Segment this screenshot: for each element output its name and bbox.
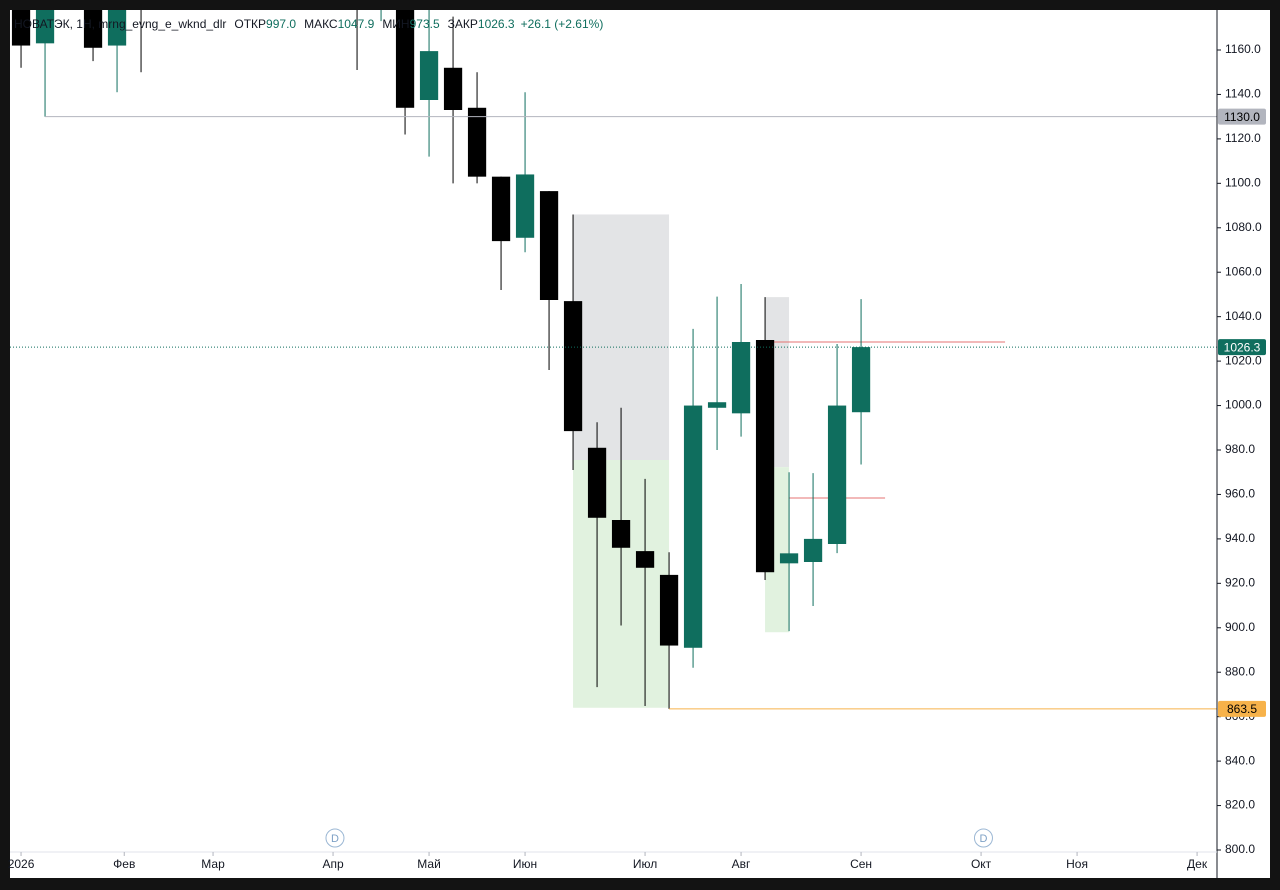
price-label-box	[1218, 339, 1266, 356]
candle-body	[755, 340, 775, 573]
x-tick-label: Фев	[113, 857, 135, 871]
candle-body	[107, 10, 127, 46]
y-tick-label: 840.0	[1225, 753, 1255, 767]
legend-value: 1047.9	[338, 17, 375, 31]
event-label: D	[979, 833, 987, 845]
legend: НОВАТЭК, 1Н, mrng_evng_e_wknd_dlr ОТКР997…	[14, 17, 603, 31]
price-label-box	[1218, 700, 1266, 717]
x-tick-label: Сен	[850, 857, 872, 871]
event-marker	[973, 828, 993, 848]
price-label: 1130.0	[1224, 110, 1260, 124]
x-tick-label: Июн	[513, 857, 537, 871]
y-tick-label: 820.0	[1225, 798, 1255, 812]
price-label: 863.5	[1227, 702, 1257, 716]
event-label: D	[331, 833, 339, 845]
x-tick-label: Мар	[201, 857, 225, 871]
legend-title: НОВАТЭК, 1Н, mrng_evng_e_wknd_dlr	[14, 17, 226, 31]
x-tick-label: Ноя	[1066, 857, 1088, 871]
candle-body	[419, 51, 439, 100]
y-tick-label: 1020.0	[1225, 353, 1262, 367]
candle-body	[707, 402, 727, 408]
legend-key: ЗАКР	[448, 17, 478, 31]
x-tick-label: Окт	[971, 857, 992, 871]
legend-value: 973.5	[410, 17, 440, 31]
candle-body	[563, 301, 583, 432]
candle-body	[443, 67, 463, 110]
y-tick-label: 880.0	[1225, 664, 1255, 678]
candle-body	[11, 10, 31, 46]
y-tick-label: 1040.0	[1225, 309, 1262, 323]
x-tick-label: Апр	[322, 857, 344, 871]
candle-body	[35, 10, 55, 44]
legend-key: МИН	[382, 17, 409, 31]
candle-body	[851, 347, 871, 413]
candle-body	[803, 538, 823, 562]
legend-key: МАКС	[304, 17, 338, 31]
axes: 800.0820.0840.0860.0880.0900.0920.0940.0…	[8, 42, 1266, 871]
candle-body	[587, 447, 607, 518]
x-tick-label: Дек	[1187, 857, 1208, 871]
candle-body	[659, 574, 679, 646]
y-tick-label: 920.0	[1225, 576, 1255, 590]
y-tick-label: 940.0	[1225, 531, 1255, 545]
candle-body	[731, 342, 751, 414]
y-tick-label: 800.0	[1225, 842, 1255, 856]
y-tick-label: 1120.0	[1225, 131, 1261, 145]
y-tick-label: 1000.0	[1225, 398, 1262, 412]
y-tick-label: 1140.0	[1225, 87, 1261, 101]
candle-body	[683, 405, 703, 648]
candle-body	[779, 553, 799, 564]
x-tick-label: 2026	[8, 857, 35, 871]
price-label: 1026.3	[1224, 340, 1261, 354]
y-tick-label: 1160.0	[1225, 42, 1261, 56]
candle-body	[83, 10, 103, 48]
candle-body	[611, 520, 631, 548]
legend-value: 997.0	[266, 17, 296, 31]
price-label-box	[1218, 108, 1266, 125]
legend-key: ОТКР	[234, 17, 266, 31]
legend-value: 1026.3	[478, 17, 515, 31]
x-tick-label: Авг	[732, 857, 751, 871]
legend-change: +26.1 (+2.61%)	[521, 17, 604, 31]
candle-body	[515, 174, 535, 238]
candle-body	[635, 551, 655, 568]
y-tick-label: 980.0	[1225, 442, 1255, 456]
candle-body	[827, 405, 847, 544]
x-tick-label: Май	[417, 857, 441, 871]
candle-body	[539, 191, 559, 300]
candle-body	[395, 10, 415, 108]
candle-body	[467, 107, 487, 177]
y-tick-label: 960.0	[1225, 487, 1255, 501]
y-tick-label: 1080.0	[1225, 220, 1262, 234]
y-tick-label: 1100.0	[1225, 176, 1261, 190]
y-tick-label: 900.0	[1225, 620, 1255, 634]
x-tick-label: Июл	[633, 857, 657, 871]
y-tick-label: 1060.0	[1225, 264, 1262, 278]
event-marker	[325, 828, 345, 848]
candle-body	[491, 176, 511, 242]
